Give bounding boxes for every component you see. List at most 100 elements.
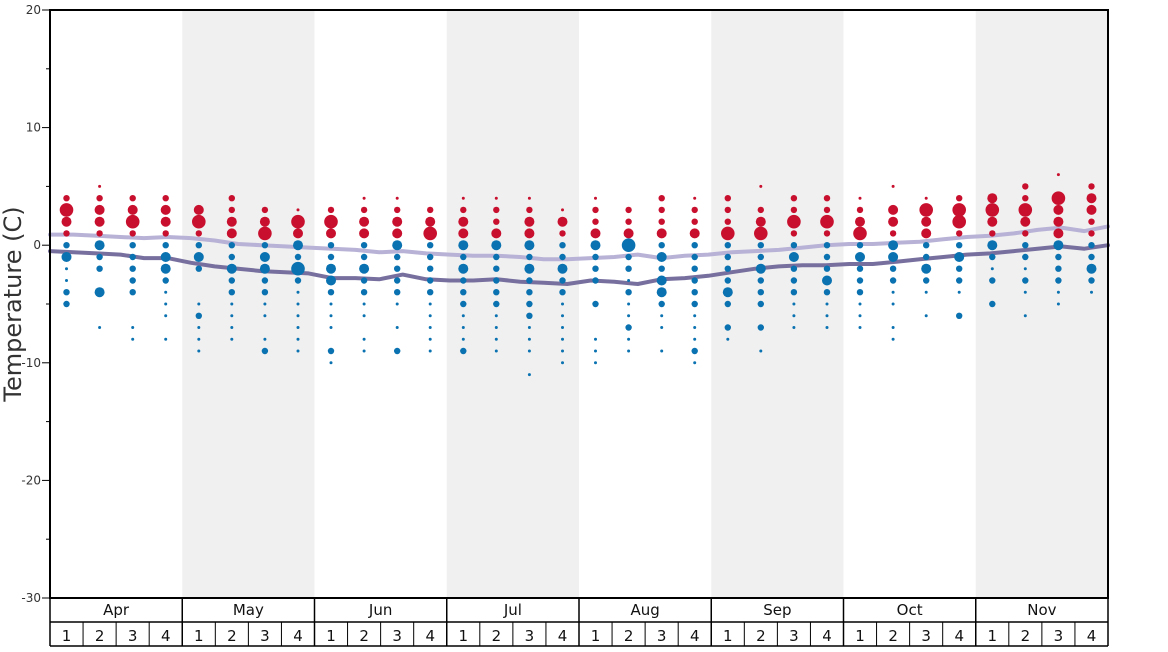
temperature-dot <box>561 337 564 341</box>
month-label: Apr <box>103 601 130 619</box>
temperature-dot <box>658 242 665 249</box>
temperature-dot <box>724 265 731 272</box>
temperature-dot <box>226 228 237 239</box>
temperature-dot <box>164 290 168 294</box>
temperature-dot <box>656 228 667 239</box>
week-label: 4 <box>822 627 832 645</box>
temperature-dot <box>856 277 864 284</box>
temperature-dot <box>790 289 798 296</box>
temperature-dot <box>592 265 599 272</box>
temperature-dot <box>164 314 168 318</box>
week-label: 4 <box>293 627 303 645</box>
temperature-dot <box>226 263 237 274</box>
temperature-dot <box>594 337 597 341</box>
temperature-dot <box>790 230 798 237</box>
temperature-dot <box>823 230 831 237</box>
temperature-dot <box>724 242 731 249</box>
temperature-dot <box>129 265 136 272</box>
temperature-dot <box>129 242 136 249</box>
temperature-dot <box>460 300 467 308</box>
week-label: 4 <box>954 627 964 645</box>
temperature-dot <box>392 216 403 227</box>
temperature-dot <box>327 347 335 355</box>
temperature-dot <box>461 337 465 341</box>
temperature-dot <box>458 216 469 227</box>
temperature-dot <box>162 242 169 249</box>
temperature-dot <box>594 361 597 365</box>
temperature-dot <box>293 228 303 239</box>
temperature-dot <box>427 265 434 272</box>
week-label: 3 <box>921 627 931 645</box>
temperature-dot <box>394 206 401 214</box>
temperature-dot <box>693 361 697 365</box>
week-label: 1 <box>194 627 204 645</box>
temperature-dot <box>891 302 895 306</box>
temperature-dot <box>858 302 862 306</box>
temperature-dot <box>788 252 799 262</box>
month-label: Jul <box>503 601 522 619</box>
temperature-dot <box>494 314 498 318</box>
week-label: 3 <box>392 627 402 645</box>
temperature-dot <box>261 289 269 296</box>
temperature-dot <box>858 314 862 318</box>
temperature-dot <box>360 242 368 249</box>
temperature-dot <box>129 277 136 284</box>
temperature-dot <box>594 196 597 200</box>
temperature-dot <box>329 361 333 365</box>
temperature-dot <box>131 326 135 329</box>
temperature-dot <box>627 302 631 306</box>
temperature-dot <box>226 216 237 227</box>
temperature-dot <box>691 300 698 308</box>
temperature-dot <box>855 252 865 262</box>
temperature-dot <box>291 214 305 229</box>
temperature-dot <box>261 242 269 249</box>
temperature-dot <box>458 240 469 251</box>
temperature-dot <box>724 300 731 308</box>
y-tick-label: -20 <box>21 473 41 487</box>
temperature-dot <box>1086 263 1097 274</box>
temperature-dot <box>362 196 366 200</box>
week-label: 4 <box>1087 627 1097 645</box>
temperature-dot <box>855 216 865 227</box>
temperature-dot <box>660 349 664 353</box>
week-label: 4 <box>425 627 435 645</box>
temperature-dot <box>952 214 966 229</box>
temperature-dot <box>493 289 500 296</box>
month-label: Aug <box>630 601 659 619</box>
temperature-dot <box>61 216 72 227</box>
temperature-dot <box>197 302 201 306</box>
temperature-dot <box>228 195 235 202</box>
temperature-dot <box>757 300 764 308</box>
temperature-dot <box>691 218 698 225</box>
temperature-dot <box>460 347 467 355</box>
temperature-dot <box>592 277 599 284</box>
temperature-dot <box>956 277 963 284</box>
temperature-dot <box>94 204 105 215</box>
temperature-dot <box>660 326 664 329</box>
temperature-dot <box>790 265 798 272</box>
temperature-dot <box>691 253 698 261</box>
temperature-dot <box>425 216 436 227</box>
temperature-dot <box>889 277 897 284</box>
temperature-dot <box>526 312 533 319</box>
temperature-dot <box>691 242 698 249</box>
temperature-dot <box>1051 191 1066 205</box>
temperature-dot <box>923 242 930 249</box>
temperature-dot <box>561 314 564 318</box>
temperature-dot <box>856 242 864 249</box>
temperature-dot <box>394 289 401 296</box>
temperature-dot <box>94 240 105 251</box>
temperature-dot <box>460 253 467 261</box>
temperature-dot <box>956 242 963 249</box>
week-label: 1 <box>62 627 72 645</box>
temperature-dot <box>296 314 300 318</box>
month-label: May <box>233 601 264 619</box>
temperature-dot <box>524 240 535 251</box>
temperature-dot <box>822 275 832 286</box>
temperature-dot <box>825 326 829 329</box>
temperature-dot <box>294 277 302 284</box>
temperature-dot <box>656 275 667 286</box>
temperature-dot <box>162 195 169 202</box>
temperature-dot <box>924 196 928 200</box>
temperature-lines <box>48 224 1110 286</box>
